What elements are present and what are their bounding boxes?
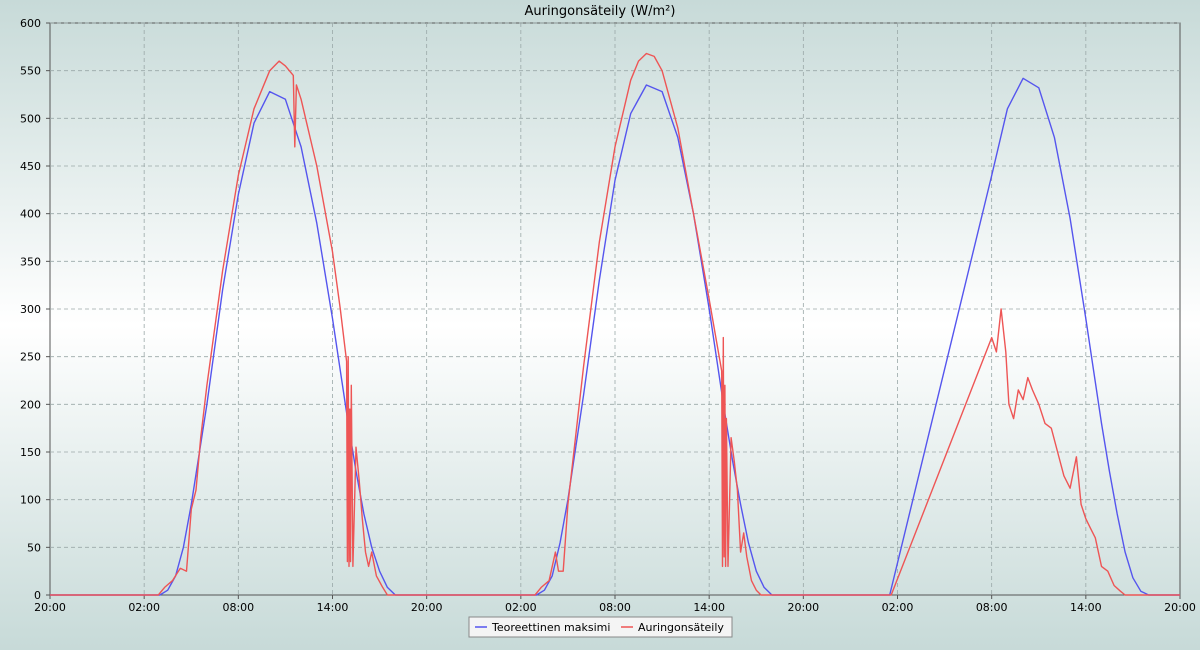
x-tick-label: 02:00 — [505, 601, 537, 614]
y-tick-label: 150 — [20, 446, 41, 459]
series-line-solar-radiation — [50, 52, 1180, 596]
x-tick-label: 20:00 — [787, 601, 819, 614]
x-tick-label: 20:00 — [1164, 601, 1196, 614]
legend: Teoreettinen maksimi Auringonsäteily — [468, 616, 733, 638]
x-tick-label: 08:00 — [976, 601, 1008, 614]
y-tick-label: 100 — [20, 494, 41, 507]
series-line-theoretical-max — [50, 77, 1180, 596]
x-tick-label: 20:00 — [411, 601, 443, 614]
x-tick-label: 20:00 — [34, 601, 66, 614]
y-tick-label: 400 — [20, 208, 41, 221]
x-tick-label: 14:00 — [693, 601, 725, 614]
x-tick-label: 08:00 — [222, 601, 254, 614]
y-tick-label: 200 — [20, 398, 41, 411]
x-tick-label: 02:00 — [882, 601, 914, 614]
x-tick-label: 08:00 — [599, 601, 631, 614]
x-tick-label: 14:00 — [1070, 601, 1102, 614]
y-tick-label: 300 — [20, 303, 41, 316]
y-tick-label: 500 — [20, 112, 41, 125]
axes: 0 50 100 150 200 250 300 350 400 450 500 550 600 20:0… — [20, 17, 1196, 614]
legend-box — [468, 616, 733, 638]
y-tick-label: 250 — [20, 351, 41, 364]
y-tick-label: 450 — [20, 160, 41, 173]
x-tick-label: 14:00 — [317, 601, 349, 614]
series-lines — [50, 52, 1180, 596]
chart-title: Auringonsäteily (W/m²) — [525, 4, 676, 19]
legend-label: Teoreettinen maksimi — [491, 621, 610, 634]
legend-label: Auringonsäteily — [638, 621, 724, 634]
y-tick-label: 0 — [34, 589, 41, 602]
y-tick-label: 350 — [20, 255, 41, 268]
y-tick-label: 600 — [20, 17, 41, 30]
y-tick-label: 50 — [27, 541, 41, 554]
y-tick-label: 550 — [20, 65, 41, 78]
x-tick-label: 02:00 — [128, 601, 160, 614]
